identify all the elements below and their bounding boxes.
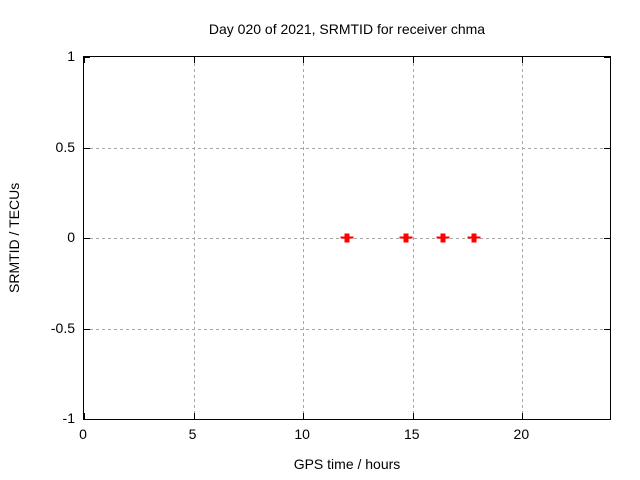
data-point-marker xyxy=(399,233,413,243)
x-tick-mark xyxy=(84,413,85,419)
plot-area xyxy=(83,56,611,420)
y-tick-mark xyxy=(84,238,90,239)
data-point-marker xyxy=(436,233,450,243)
y-tick-mark xyxy=(604,328,610,330)
x-tick-label: 20 xyxy=(513,426,530,442)
x-tick-label: 10 xyxy=(294,426,310,442)
gridline-horizontal xyxy=(84,328,610,330)
y-tick-mark xyxy=(604,419,610,420)
y-tick-label: 0.5 xyxy=(55,138,75,155)
y-tick-label: -0.5 xyxy=(50,319,75,336)
chart-title: Day 020 of 2021, SRMTID for receiver chm… xyxy=(208,21,486,37)
x-tick-mark xyxy=(412,57,414,63)
x-tick-mark xyxy=(412,413,414,419)
y-tick-label: 1 xyxy=(67,48,75,64)
x-tick-mark xyxy=(303,413,305,419)
x-tick-mark xyxy=(522,413,524,419)
x-tick-label: 0 xyxy=(79,426,87,442)
x-tick-mark xyxy=(193,413,195,419)
x-tick-mark xyxy=(193,57,195,63)
y-tick-mark xyxy=(604,238,610,239)
y-tick-label: -1 xyxy=(62,410,75,426)
x-tick-label: 15 xyxy=(403,426,420,442)
y-tick-label: 0 xyxy=(67,229,75,245)
y-tick-mark xyxy=(84,57,90,58)
gridline-horizontal xyxy=(84,147,610,149)
x-tick-mark xyxy=(84,57,85,63)
x-axis-label: GPS time / hours xyxy=(293,456,401,472)
y-tick-mark xyxy=(84,147,90,149)
y-tick-mark xyxy=(84,419,90,420)
y-tick-mark xyxy=(84,328,90,330)
x-tick-label: 5 xyxy=(188,426,197,442)
y-tick-mark xyxy=(604,147,610,149)
y-tick-mark xyxy=(604,57,610,58)
data-point-marker xyxy=(340,233,354,243)
x-tick-mark xyxy=(522,57,524,63)
x-tick-mark xyxy=(303,57,305,63)
data-point-marker xyxy=(467,233,481,243)
